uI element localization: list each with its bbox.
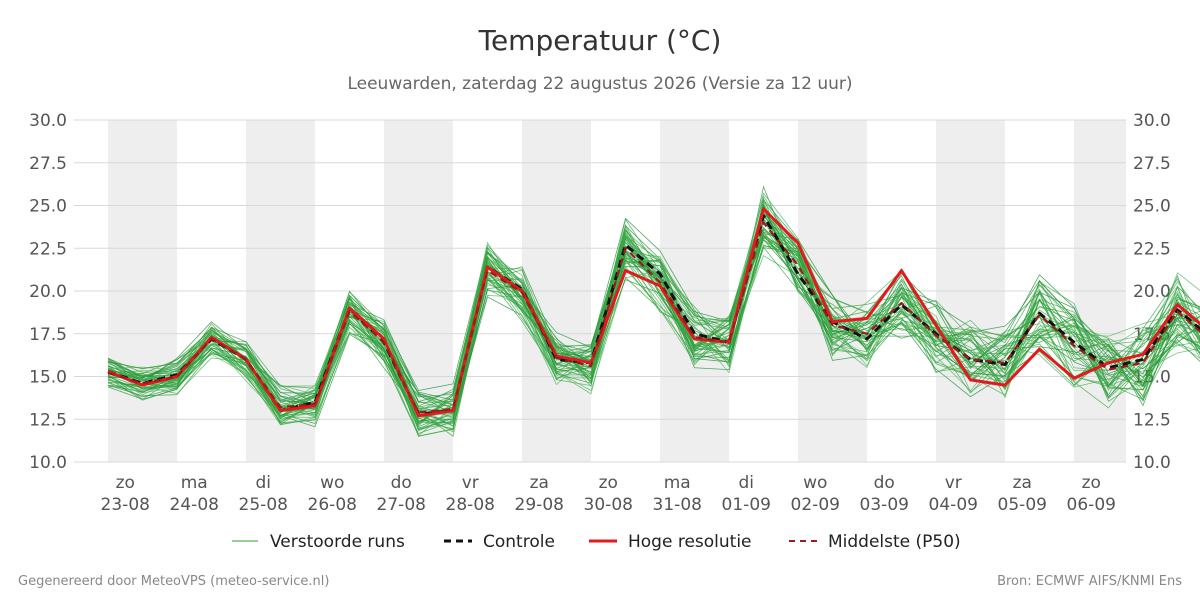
legend-label-median: Middelste (P50) [828,532,961,552]
x-tick-day: zo [1082,473,1101,493]
ensemble-member-line [107,226,1200,437]
x-tick-day: zo [116,473,135,493]
x-tick-date: 23-08 [101,495,150,515]
y-tick-label: 25.0 [29,197,67,217]
x-tick-date: 27-08 [377,495,426,515]
ensemble-member-line [107,194,1200,410]
x-tick-day: vr [462,473,479,493]
y-tick-label: 27.5 [29,154,67,174]
y-tick-label-right: 20.0 [1133,282,1171,302]
y-tick-label-right: 12.5 [1133,410,1171,430]
x-tick-day: ma [664,473,691,493]
legend-label-members: Verstoorde runs [270,532,405,552]
y-tick-label: 12.5 [29,410,67,430]
ensemble-member-line [107,214,1200,430]
y-tick-label: 20.0 [29,282,67,302]
chart-subtitle: Leeuwarden, zaterdag 22 augustus 2026 (V… [347,74,852,94]
x-tick-date: 31-08 [653,495,702,515]
x-tick-date: 24-08 [170,495,219,515]
y-tick-label: 30.0 [29,111,67,131]
x-tick-day: vr [945,473,962,493]
y-tick-label: 15.0 [29,368,67,388]
main-series [107,207,1200,418]
legend: Verstoorde runs Controle Hoge resolutie … [232,532,961,552]
x-tick-date: 04-09 [929,495,978,515]
ensemble-member-line [107,228,1200,432]
x-tick-day: wo [320,473,344,493]
y-tick-label: 10.0 [29,453,67,473]
x-tick-date: 02-09 [791,495,840,515]
ensemble-member-line [107,232,1200,428]
x-tick-day: ma [181,473,208,493]
x-tick-day: do [391,473,412,493]
legend-label-control: Controle [483,532,555,552]
ensemble-member-line [107,206,1200,425]
ensemble-member-line [107,229,1200,425]
ensemble-member-line [107,192,1200,408]
x-tick-date: 25-08 [239,495,288,515]
x-tick-day: za [1013,473,1032,493]
ensemble-member-line [107,200,1200,430]
x-tick-date: 30-08 [584,495,633,515]
x-tick-date: 26-08 [308,495,357,515]
x-tick-day: wo [803,473,827,493]
footer-generated: Gegenereerd door MeteoVPS (meteo-service… [18,574,329,589]
x-tick-date: 01-09 [722,495,771,515]
y-tick-label: 17.5 [29,325,67,345]
median-line [107,221,1200,414]
x-axis: zo23-08ma24-08di25-08wo26-08do27-08vr28-… [101,473,1116,515]
ensemble-member-line [107,239,1200,424]
y-tick-label: 22.5 [29,239,67,259]
ensemble-member-line [107,234,1200,433]
y-tick-label-right: 30.0 [1133,111,1171,131]
hires-line [107,207,1200,418]
y-tick-label-right: 27.5 [1133,154,1171,174]
x-tick-date: 28-08 [446,495,495,515]
x-tick-date: 03-09 [860,495,909,515]
y-tick-label-right: 25.0 [1133,197,1171,217]
x-tick-date: 06-09 [1067,495,1116,515]
y-axis-right: 10.012.515.017.520.022.525.027.530.0 [1133,111,1171,473]
footer-source: Bron: ECMWF AIFS/KNMI Ens [997,574,1182,589]
ensemble-member-line [107,203,1200,431]
control-line [107,214,1200,416]
x-tick-date: 29-08 [515,495,564,515]
ensemble-member-line [107,222,1200,411]
ensemble-member-line [107,229,1200,429]
ensemble-member-line [107,236,1200,424]
y-tick-label-right: 22.5 [1133,239,1171,259]
x-tick-day: zo [599,473,618,493]
x-tick-day: di [255,473,271,493]
x-tick-day: di [738,473,754,493]
chart-title: Temperatuur (°C) [478,24,722,57]
y-axis-left: 10.0 12.5 15.0 17.5 20.0 22.5 25.0 27.5 30.0 [29,111,67,473]
x-tick-day: za [530,473,549,493]
legend-label-hires: Hoge resolutie [628,532,752,552]
x-tick-day: do [874,473,895,493]
y-tick-label-right: 10.0 [1133,453,1171,473]
x-tick-date: 05-09 [998,495,1047,515]
